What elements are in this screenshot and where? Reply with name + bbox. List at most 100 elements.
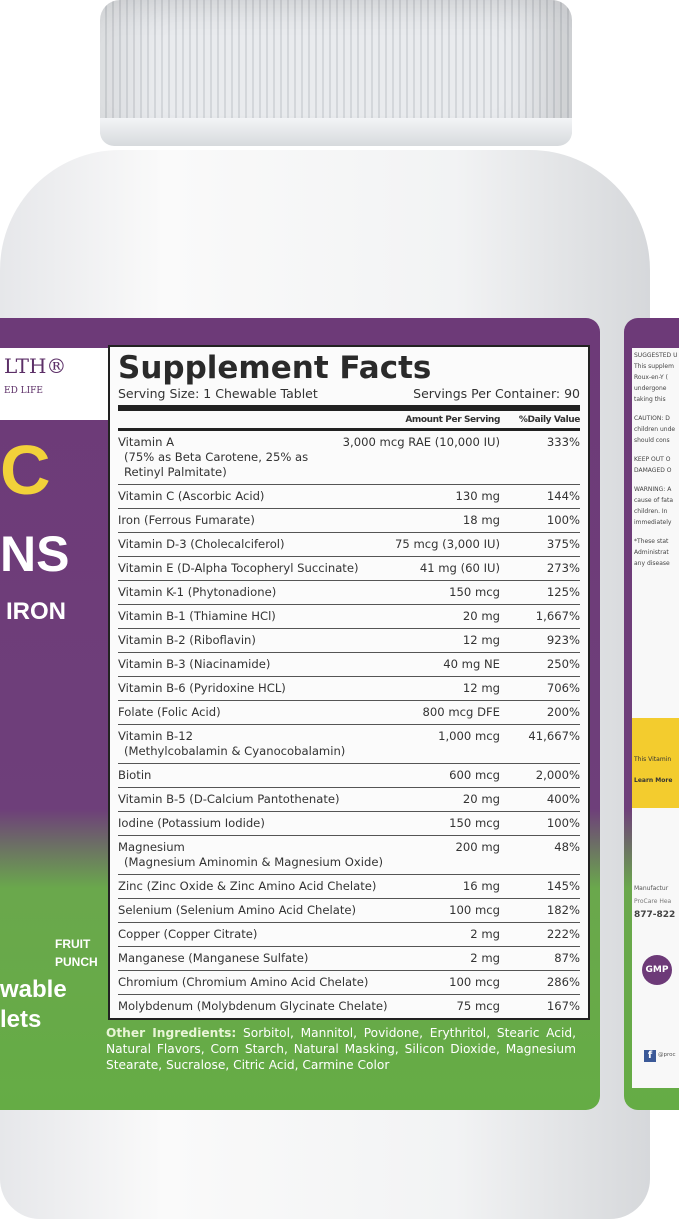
nutrient-dv: 87% — [554, 951, 580, 965]
side-yellow-text: This Vitamin — [634, 756, 672, 763]
nutrient-name: Biotin — [118, 768, 449, 783]
nutrient-name: Iodine (Potassium Iodide) — [118, 816, 449, 831]
brand-tagline: ED LIFE — [4, 386, 43, 396]
nutrient-amount: 800 mcg DFE — [422, 705, 500, 719]
facts-row: Biotin 600 mcg 2,000% — [118, 764, 580, 788]
serving-size: Serving Size: 1 Chewable Tablet — [118, 386, 318, 401]
nutrient-name: Vitamin A (75% as Beta Carotene, 25% as R… — [118, 435, 343, 480]
nutrient-amount: 3,000 mcg RAE (10,000 IU) — [342, 435, 500, 449]
flavor-line: FRUIT — [55, 937, 91, 951]
nutrient-amount: 2 mg — [470, 951, 500, 965]
nutrient-amount: 40 mg NE — [443, 657, 500, 671]
nutrient-amount: 18 mg — [462, 513, 500, 527]
nutrient-amount: 41 mg (60 IU) — [419, 561, 500, 575]
nutrient-dv: 167% — [546, 999, 580, 1013]
nutrient-label: Vitamin B-12 — [118, 729, 193, 743]
column-headers: Amount Per Serving %Daily Value — [118, 413, 580, 428]
side-label-line: children. In — [634, 508, 668, 515]
side-label-line: any disease — [634, 560, 670, 567]
nutrient-name: Selenium (Selenium Amino Acid Chelate) — [118, 903, 449, 918]
serving-info: Serving Size: 1 Chewable Tablet Servings… — [118, 386, 580, 401]
side-label-line: children unde — [634, 426, 676, 433]
nutrient-name: Iron (Ferrous Fumarate) — [118, 513, 463, 528]
company: ProCare Hea — [634, 898, 672, 905]
facts-row: Magnesium (Magnesium Aminomin & Magnesium… — [118, 836, 580, 875]
nutrient-name: Vitamin B-2 (Riboflavin) — [118, 633, 463, 648]
side-label-line: immediately — [634, 519, 672, 526]
nutrient-amount: 600 mcg — [449, 768, 500, 782]
side-label-line: *These stat — [634, 538, 669, 545]
nutrient-dv: 100% — [546, 816, 580, 830]
form-line: lets — [0, 1006, 42, 1033]
side-yellow-link: Learn More — [634, 777, 673, 784]
nutrient-amount: 20 mg — [462, 609, 500, 623]
nutrient-name: Vitamin B-5 (D-Calcium Pantothenate) — [118, 792, 463, 807]
nutrient-label: Vitamin E (D-Alpha Tocopheryl Succinate) — [118, 561, 359, 575]
side-label-line: DAMAGED O — [634, 467, 672, 474]
facts-row: Folate (Folic Acid) 800 mcg DFE 200% — [118, 701, 580, 725]
nutrient-name: Zinc (Zinc Oxide & Zinc Amino Acid Chela… — [118, 879, 463, 894]
social-handle: @proc — [658, 1052, 676, 1058]
supplement-facts-panel: Supplement Facts Serving Size: 1 Chewabl… — [108, 345, 590, 1020]
other-text: Sorbitol, Mannitol, Povidone, Erythritol… — [106, 1026, 576, 1072]
nutrient-label: Vitamin A — [118, 435, 175, 449]
nutrient-dv: 333% — [546, 435, 580, 449]
nutrient-label: Vitamin B-6 (Pyridoxine HCL) — [118, 681, 286, 695]
divider — [118, 405, 580, 411]
side-label-line: Administrat — [634, 549, 669, 556]
nutrient-label: Selenium (Selenium Amino Acid Chelate) — [118, 903, 357, 917]
form-line: wable — [0, 976, 67, 1003]
nutrient-dv: 706% — [546, 681, 580, 695]
nutrient-name: Vitamin E (D-Alpha Tocopheryl Succinate) — [118, 561, 420, 576]
nutrient-amount: 130 mg — [455, 489, 500, 503]
facts-row: Iron (Ferrous Fumarate) 18 mg 100% — [118, 509, 580, 533]
nutrient-amount: 75 mcg (3,000 IU) — [395, 537, 500, 551]
gmp-badge: GMP — [642, 955, 672, 985]
form-text: wable lets — [0, 975, 67, 1035]
nutrient-dv: 144% — [546, 489, 580, 503]
divider — [118, 428, 580, 431]
facts-row: Zinc (Zinc Oxide & Zinc Amino Acid Chela… — [118, 875, 580, 899]
col-dv: %Daily Value — [518, 415, 580, 425]
facts-row: Iodine (Potassium Iodide) 150 mcg 100% — [118, 812, 580, 836]
nutrient-name: Vitamin K-1 (Phytonadione) — [118, 585, 449, 600]
nutrient-dv: 923% — [546, 633, 580, 647]
product-title-letter: C — [0, 431, 51, 509]
nutrient-amount: 75 mcg — [456, 999, 500, 1013]
nutrient-dv: 48% — [554, 840, 580, 854]
nutrient-label: Molybdenum (Molybdenum Glycinate Chelate… — [118, 999, 388, 1013]
side-yellow-box: This Vitamin Learn More — [632, 718, 679, 808]
brand-name: LTH® — [4, 354, 67, 378]
nutrient-label: Vitamin D-3 (Cholecalciferol) — [118, 537, 285, 551]
facts-rows: Vitamin A (75% as Beta Carotene, 25% as R… — [118, 431, 580, 1018]
facts-row: Vitamin B-3 (Niacinamide) 40 mg NE 250% — [118, 653, 580, 677]
nutrient-name: Manganese (Manganese Sulfate) — [118, 951, 470, 966]
nutrient-dv: 41,667% — [528, 729, 580, 743]
nutrient-label: Chromium (Chromium Amino Acid Chelate) — [118, 975, 369, 989]
nutrient-name: Vitamin B-1 (Thiamine HCl) — [118, 609, 463, 624]
bottle-cap-rim — [100, 118, 572, 146]
facts-row: Vitamin B-2 (Riboflavin) 12 mg 923% — [118, 629, 580, 653]
nutrient-label: Zinc (Zinc Oxide & Zinc Amino Acid Chela… — [118, 879, 377, 893]
nutrient-source: (75% as Beta Carotene, 25% as Retinyl Pa… — [124, 450, 309, 479]
nutrient-dv: 145% — [546, 879, 580, 893]
nutrient-label: Biotin — [118, 768, 152, 782]
facts-row: Copper (Copper Citrate) 2 mg 222% — [118, 923, 580, 947]
nutrient-name: Magnesium (Magnesium Aminomin & Magnesium… — [118, 840, 456, 870]
nutrient-amount: 12 mg — [462, 681, 500, 695]
nutrient-label: Manganese (Manganese Sulfate) — [118, 951, 309, 965]
facts-title: Supplement Facts — [118, 350, 432, 386]
side-label-line: WARNING: A — [634, 486, 672, 493]
nutrient-dv: 400% — [546, 792, 580, 806]
product-subtitle: IRON — [6, 598, 66, 625]
brand-logo: LTH® ED LIFE — [0, 348, 108, 420]
nutrient-label: Vitamin K-1 (Phytonadione) — [118, 585, 277, 599]
nutrient-name: Molybdenum (Molybdenum Glycinate Chelate… — [118, 999, 457, 1014]
facts-row: Vitamin D-3 (Cholecalciferol) 75 mcg (3,0… — [118, 533, 580, 557]
side-label-line: taking this — [634, 396, 666, 403]
flavor-text: FRUIT PUNCH — [55, 935, 98, 971]
nutrient-name: Vitamin D-3 (Cholecalciferol) — [118, 537, 395, 552]
facts-row: Vitamin C (Ascorbic Acid) 130 mg 144% — [118, 485, 580, 509]
nutrient-amount: 1,000 mcg — [438, 729, 500, 743]
nutrient-dv: 100% — [546, 513, 580, 527]
